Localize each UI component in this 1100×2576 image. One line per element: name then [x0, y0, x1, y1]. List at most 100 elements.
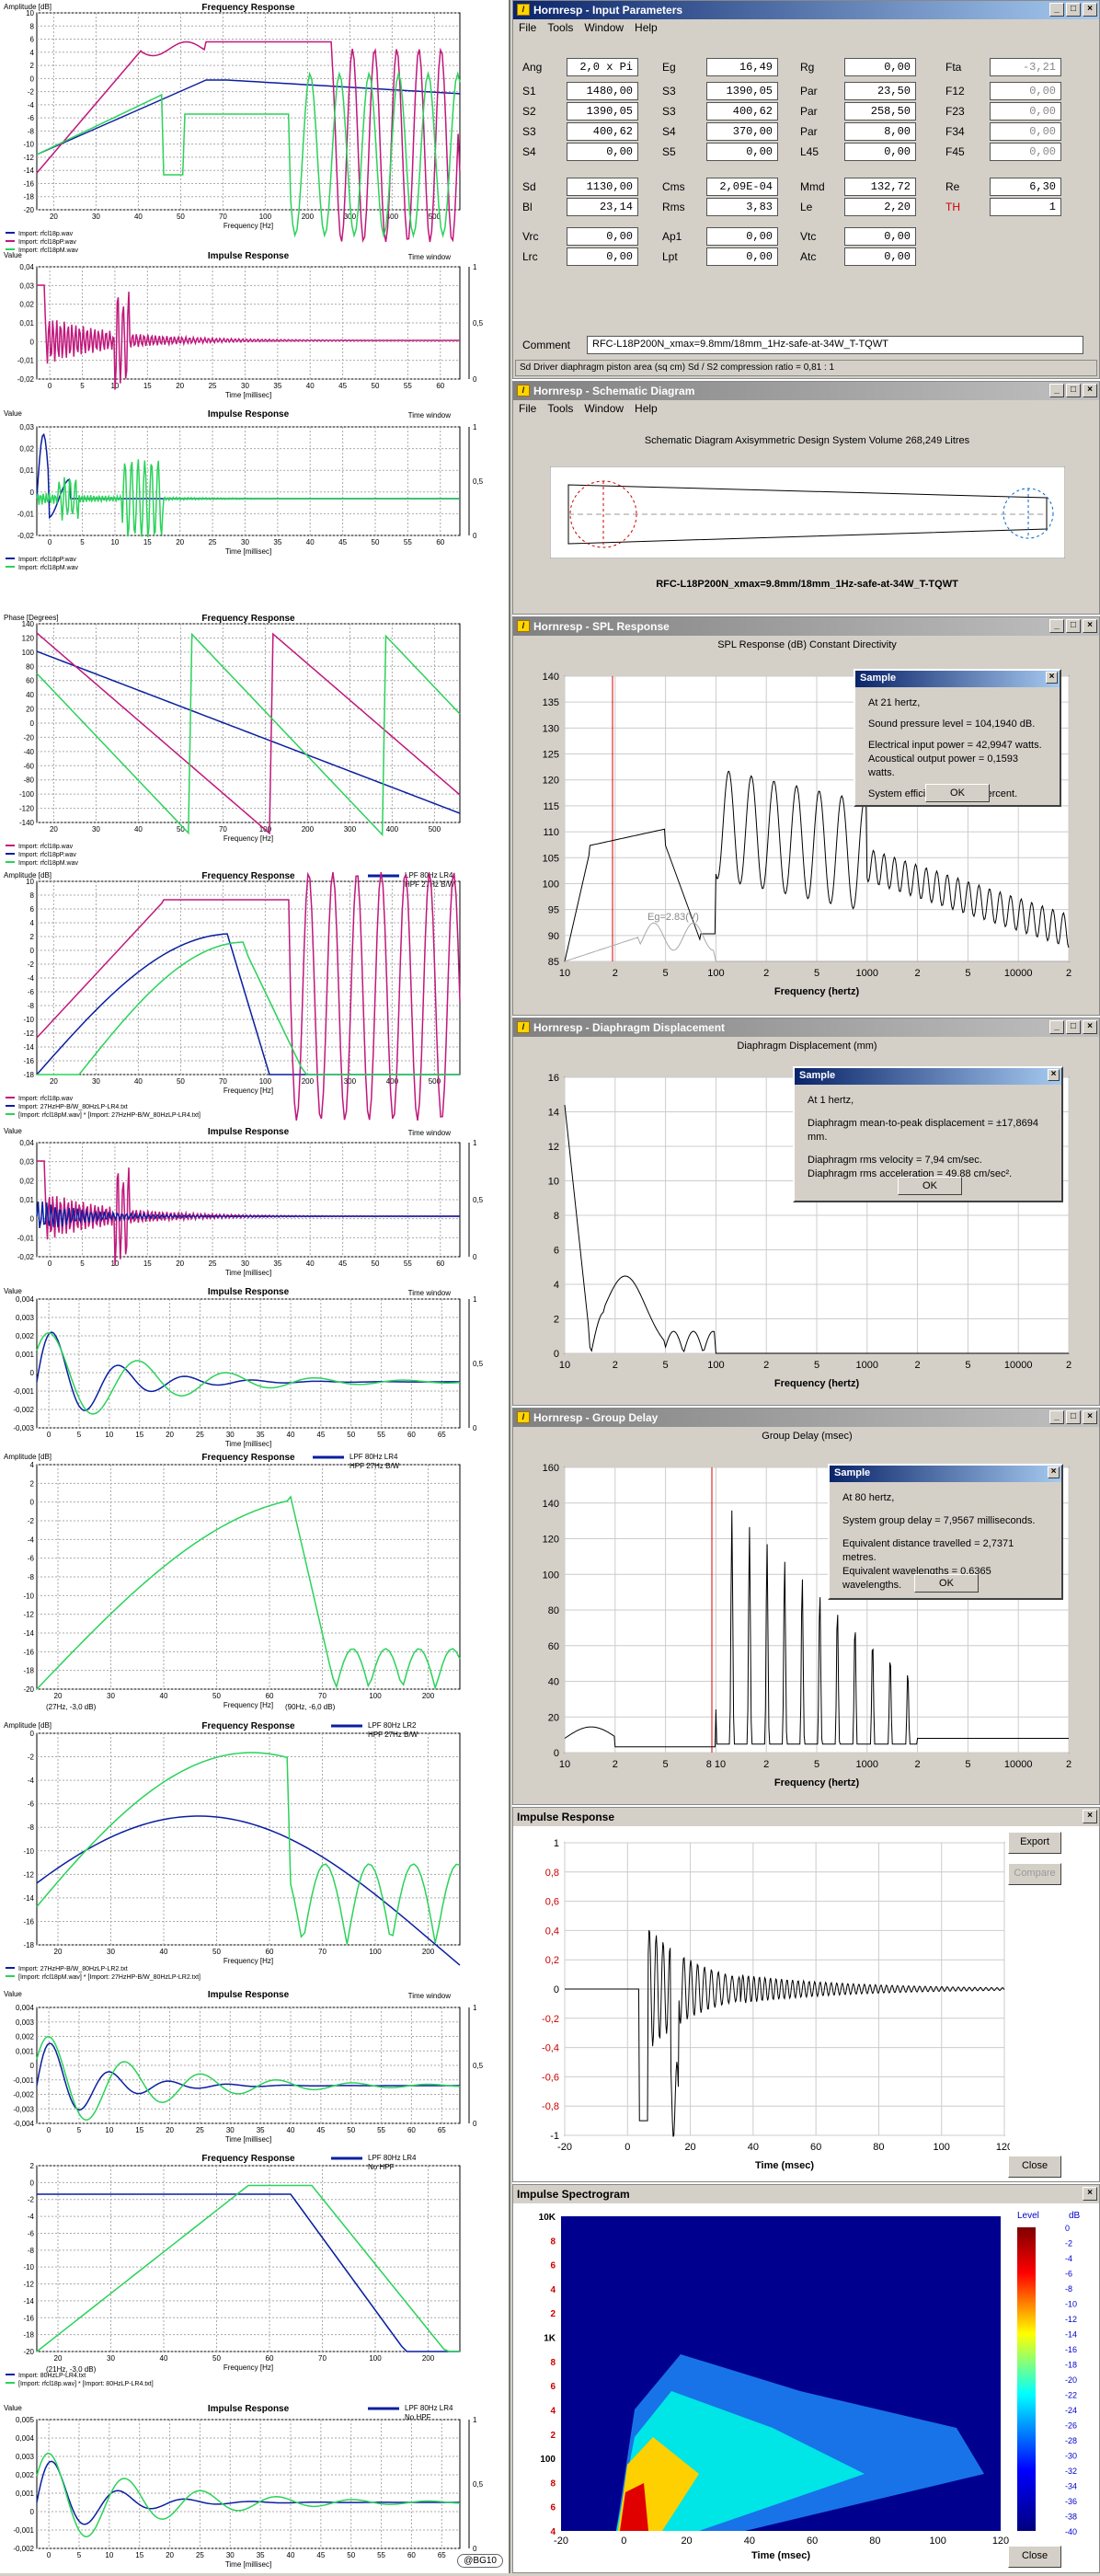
menu-tools[interactable]: Tools — [547, 402, 574, 415]
param-field-f45[interactable]: 0,00 — [990, 143, 1061, 161]
minimize-button[interactable]: _ — [1049, 1410, 1064, 1424]
param-field-eg[interactable]: 16,49 — [706, 58, 778, 76]
param-field-sd[interactable]: 1130,00 — [567, 178, 638, 196]
param-field-vrc[interactable]: 0,00 — [567, 227, 638, 246]
param-field-mmd[interactable]: 132,72 — [844, 178, 916, 196]
param-field-re[interactable]: 6,30 — [990, 178, 1061, 196]
param-field-s5[interactable]: 0,00 — [706, 143, 778, 161]
close-button[interactable]: × — [1083, 384, 1097, 397]
param-field-f23[interactable]: 0,00 — [990, 102, 1061, 121]
param-field-par[interactable]: 8,00 — [844, 122, 916, 141]
close-button[interactable]: × — [1083, 619, 1097, 633]
dialog-close-button[interactable]: × — [1048, 1069, 1060, 1081]
param-field-th[interactable]: 1 — [990, 198, 1061, 216]
title-bar[interactable]: Impulse Response × — [513, 1808, 1099, 1826]
trace — [36, 71, 461, 238]
ok-button[interactable]: OK — [914, 1574, 979, 1593]
export-button[interactable]: Export — [1008, 1832, 1061, 1854]
param-field-s4[interactable]: 370,00 — [706, 122, 778, 141]
title-bar[interactable]: / Hornresp - Diaphragm Displacement _ □ × — [513, 1018, 1099, 1037]
param-field-s3[interactable]: 400,62 — [706, 102, 778, 121]
title-bar[interactable]: / Hornresp - Schematic Diagram _ □ × — [513, 382, 1099, 400]
x-tick: 100 — [707, 1360, 724, 1371]
close-button[interactable]: × — [1083, 2187, 1097, 2201]
minimize-button[interactable]: _ — [1049, 1020, 1064, 1034]
menu-file[interactable]: File — [519, 21, 537, 34]
param-field-vtc[interactable]: 0,00 — [844, 227, 916, 246]
dialog-line: At 21 hertz, — [868, 697, 921, 708]
plot-frame — [36, 2165, 461, 2352]
minimize-button[interactable]: _ — [1049, 384, 1064, 397]
param-field-cms[interactable]: 2,09E-04 — [706, 178, 778, 196]
menu-bar: File Tools Window Help — [513, 400, 1099, 418]
y-tick: -0,001 — [13, 1387, 34, 1396]
menu-window[interactable]: Window — [584, 21, 624, 34]
title-bar[interactable]: Impulse Spectrogram × — [513, 2185, 1099, 2203]
colorbar-tick: -28 — [1065, 2436, 1077, 2445]
menu-tools[interactable]: Tools — [547, 21, 574, 34]
close-button[interactable]: × — [1083, 1810, 1097, 1823]
close-window-button[interactable]: Close — [1008, 2546, 1061, 2568]
maximize-button[interactable]: □ — [1066, 1410, 1081, 1424]
x-tick: 5 — [80, 1259, 85, 1268]
y-tick: -8 — [28, 1573, 35, 1581]
annotation: (90Hz, -6,0 dB) — [285, 1703, 336, 1711]
compare-button[interactable]: Compare — [1008, 1863, 1061, 1885]
y-axis-label: Amplitude [dB] — [4, 3, 52, 11]
param-field-bl[interactable]: 23,14 — [567, 198, 638, 216]
param-field-fta[interactable]: -3,21 — [990, 58, 1061, 76]
param-field-ang[interactable]: 2,0 x Pi — [567, 58, 638, 76]
minimize-button[interactable]: _ — [1049, 619, 1064, 633]
dialog-title-bar[interactable]: Sample × — [855, 671, 1060, 687]
dialog-close-button[interactable]: × — [1048, 1466, 1060, 1478]
comment-field[interactable]: RFC-L18P200N_xmax=9.8mm/18mm_1Hz-safe-at… — [587, 336, 1083, 354]
param-field-s3[interactable]: 1390,05 — [706, 82, 778, 100]
menu-file[interactable]: File — [519, 402, 537, 415]
title-bar[interactable]: / Hornresp - Input Parameters _ □ × — [513, 1, 1099, 19]
param-field-ap1[interactable]: 0,00 — [706, 227, 778, 246]
plot-frame — [36, 426, 461, 536]
dialog-title-bar[interactable]: Sample × — [795, 1068, 1061, 1085]
param-field-f34[interactable]: 0,00 — [990, 122, 1061, 141]
param-field-atc[interactable]: 0,00 — [844, 247, 916, 266]
maximize-button[interactable]: □ — [1066, 384, 1081, 397]
param-field-le[interactable]: 2,20 — [844, 198, 916, 216]
x-tick: 65 — [438, 2126, 446, 2134]
close-window-button[interactable]: Close — [1008, 2156, 1061, 2178]
y-tick: 120 — [543, 1535, 559, 1546]
menu-window[interactable]: Window — [584, 402, 624, 415]
close-button[interactable]: × — [1083, 1020, 1097, 1034]
param-field-rg[interactable]: 0,00 — [844, 58, 916, 76]
x-tick: 300 — [344, 825, 357, 834]
minimize-button[interactable]: _ — [1049, 3, 1064, 17]
param-field-l45[interactable]: 0,00 — [844, 143, 916, 161]
maximize-button[interactable]: □ — [1066, 1020, 1081, 1034]
maximize-button[interactable]: □ — [1066, 3, 1081, 17]
colorbar-unit: dB — [1069, 2211, 1081, 2221]
param-field-s3[interactable]: 400,62 — [567, 122, 638, 141]
menu-help[interactable]: Help — [635, 21, 658, 34]
menu-help[interactable]: Help — [635, 402, 658, 415]
title-bar[interactable]: / Hornresp - SPL Response _ □ × — [513, 617, 1099, 636]
ok-button[interactable]: OK — [898, 1177, 962, 1195]
param-field-rms[interactable]: 3,83 — [706, 198, 778, 216]
param-field-par[interactable]: 258,50 — [844, 102, 916, 121]
ok-button[interactable]: OK — [925, 784, 990, 802]
param-field-s2[interactable]: 1390,05 — [567, 102, 638, 121]
param-field-f12[interactable]: 0,00 — [990, 82, 1061, 100]
trace — [37, 284, 461, 390]
param-field-s1[interactable]: 1480,00 — [567, 82, 638, 100]
param-field-lpt[interactable]: 0,00 — [706, 247, 778, 266]
close-button[interactable]: × — [1083, 1410, 1097, 1424]
dialog-title-bar[interactable]: Sample × — [830, 1466, 1061, 1482]
param-field-s4[interactable]: 0,00 — [567, 143, 638, 161]
x-axis-label: Time [millisec] — [225, 547, 271, 556]
param-field-par[interactable]: 23,50 — [844, 82, 916, 100]
y-tick: 2 — [30, 62, 35, 70]
title-bar[interactable]: / Hornresp - Group Delay _ □ × — [513, 1409, 1099, 1427]
maximize-button[interactable]: □ — [1066, 619, 1081, 633]
dialog-close-button[interactable]: × — [1046, 672, 1058, 684]
param-field-lrc[interactable]: 0,00 — [567, 247, 638, 266]
close-button[interactable]: × — [1083, 3, 1097, 17]
